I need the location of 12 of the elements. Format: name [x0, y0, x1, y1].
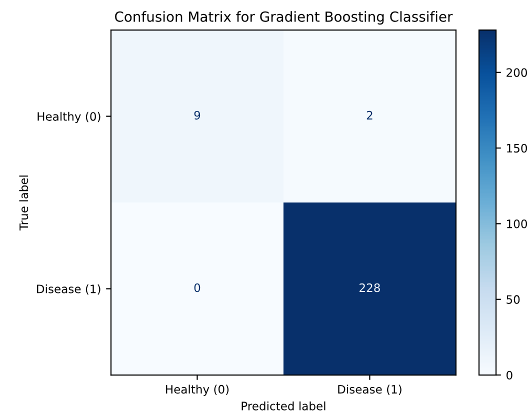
data-label: 0: [194, 283, 200, 292]
data-label: 9: [194, 110, 200, 120]
color-bar-label: 200: [506, 68, 527, 77]
x-axis-title: Predicted label: [242, 401, 326, 410]
color-bar-label: 50: [506, 295, 520, 304]
chart-title: Confusion Matrix for Gradient Boosting Classifier: [114, 11, 453, 25]
data-label: 2: [366, 110, 372, 120]
color-bar-label: 100: [507, 220, 527, 228]
color-bar-label: 0: [506, 370, 512, 380]
color-bar-label: 150: [507, 144, 527, 153]
y-axis-title: True label: [19, 176, 28, 231]
data-label: 228: [360, 283, 380, 292]
